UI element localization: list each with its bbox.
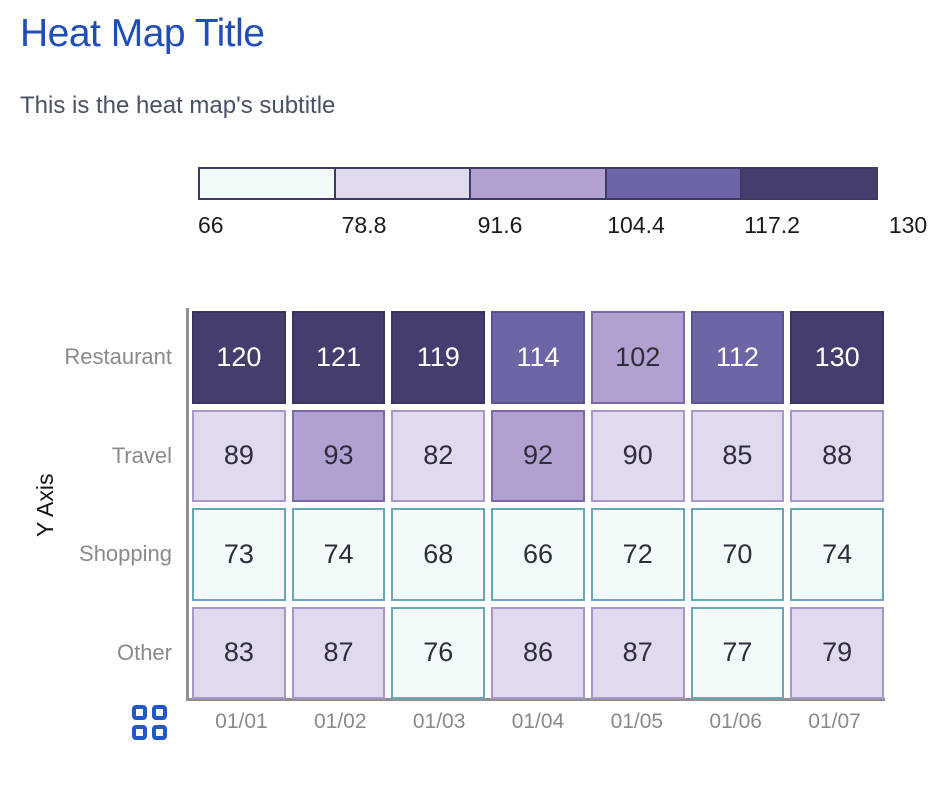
heatmap-cell[interactable]: 121 <box>291 311 386 404</box>
heatmap-cell[interactable]: 89 <box>192 409 286 502</box>
heatmap-cell[interactable]: 87 <box>291 606 386 699</box>
x-axis-label: 01/07 <box>808 710 861 733</box>
y-axis-category-label: Other <box>116 639 172 665</box>
legend-tick-label: 117.2 <box>744 212 800 238</box>
heatmap-cell[interactable]: 72 <box>590 508 685 601</box>
heatmap-cell[interactable]: 112 <box>690 311 785 404</box>
heatmap-cell[interactable]: 79 <box>790 606 884 699</box>
heatmap-grid-icon <box>152 725 167 740</box>
x-axis-label: 01/03 <box>412 710 466 733</box>
heatmap-cell[interactable]: 102 <box>590 311 685 404</box>
heatmap-cell[interactable]: 90 <box>590 409 685 502</box>
color-scale-tick-labels: 66 78.8 91.6 104.4 117.2 130 <box>198 212 927 240</box>
heatmap-cell[interactable]: 73 <box>192 508 286 601</box>
x-axis-label: 01/02 <box>313 710 367 733</box>
heatmap-grid-icon <box>132 705 147 720</box>
y-axis-category-label: Shopping <box>79 541 172 567</box>
x-axis-label: 01/05 <box>610 710 664 733</box>
heatmap-cell[interactable]: 68 <box>391 508 486 601</box>
chart-type-button[interactable] <box>132 705 167 740</box>
heatmap-cell[interactable]: 114 <box>491 311 585 404</box>
legend-tick-label: 78.8 <box>341 212 387 238</box>
heatmap-grid: 120 121 119 114 102 112 130 89 93 82 92 90 85 88 73 74 6… <box>192 311 884 699</box>
heatmap-cell[interactable]: 76 <box>391 606 486 699</box>
legend-segment <box>604 167 743 200</box>
heatmap-cell[interactable]: 74 <box>790 508 884 601</box>
y-axis-category-labels: Restaurant Travel Shopping Other <box>40 311 172 699</box>
legend-segment <box>333 167 472 200</box>
x-axis-label: 01/06 <box>709 710 762 733</box>
heatmap-grid-icon <box>152 705 167 720</box>
x-axis-label: 01/04 <box>511 710 565 733</box>
chart-title: Heat Map Title <box>20 12 265 55</box>
legend-tick-label: 104.4 <box>607 212 665 238</box>
heatmap-cell[interactable]: 119 <box>391 311 486 404</box>
heatmap-cell[interactable]: 83 <box>192 606 286 699</box>
heatmap-cell[interactable]: 85 <box>690 409 785 502</box>
heatmap-cell[interactable]: 130 <box>790 311 884 404</box>
legend-tick-label: 66 <box>198 212 224 238</box>
heatmap-cell[interactable]: 66 <box>491 508 585 601</box>
heatmap-cell[interactable]: 86 <box>491 606 585 699</box>
x-axis-labels: 01/01 01/02 01/03 01/04 01/05 01/06 01/07 <box>192 710 884 734</box>
color-scale-legend <box>198 167 878 200</box>
x-axis-label: 01/01 <box>215 710 268 733</box>
legend-segment <box>740 167 878 200</box>
y-axis-category-label: Travel <box>111 442 172 468</box>
heatmap-cell[interactable]: 92 <box>491 409 585 502</box>
heatmap-cell[interactable]: 77 <box>690 606 785 699</box>
legend-segment <box>469 167 607 200</box>
legend-tick-label: 91.6 <box>477 212 523 238</box>
heatmap-grid-icon <box>132 725 147 740</box>
legend-tick-label: 130 <box>888 212 928 238</box>
heatmap-cell[interactable]: 87 <box>590 606 685 699</box>
chart-subtitle: This is the heat map's subtitle <box>20 92 336 119</box>
heatmap-cell[interactable]: 88 <box>790 409 884 502</box>
heatmap-cell[interactable]: 82 <box>391 409 486 502</box>
heatmap-cell[interactable]: 70 <box>690 508 785 601</box>
heatmap-cell[interactable]: 74 <box>291 508 386 601</box>
plot-axis-lines <box>186 308 885 701</box>
y-axis-category-label: Restaurant <box>64 344 172 370</box>
heatmap-cell[interactable]: 120 <box>192 311 286 404</box>
heatmap-cell[interactable]: 93 <box>291 409 386 502</box>
legend-segment <box>198 167 336 200</box>
